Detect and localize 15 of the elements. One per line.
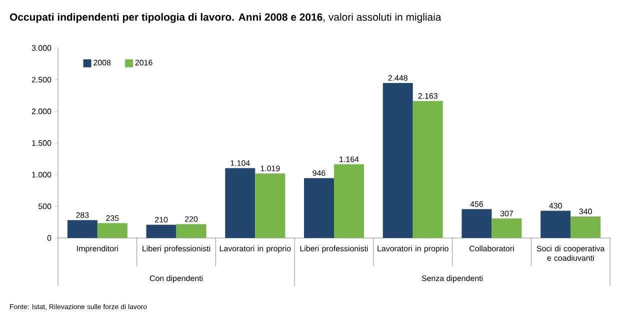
bar [382, 82, 413, 238]
bar [97, 223, 128, 238]
chart-title: Occupati indipendenti per tipologia di lavoro. Anni 2008 e 2016, valori assoluti in migliaia [10, 13, 442, 23]
bar [176, 224, 206, 238]
bar [225, 168, 256, 238]
bar [334, 164, 364, 238]
bar [540, 210, 571, 238]
bar [492, 218, 522, 238]
bar [462, 209, 492, 238]
bar [146, 224, 176, 238]
bar [255, 173, 286, 238]
bar [570, 216, 601, 238]
bar [67, 220, 98, 238]
bar [412, 101, 443, 238]
bar [304, 178, 334, 238]
